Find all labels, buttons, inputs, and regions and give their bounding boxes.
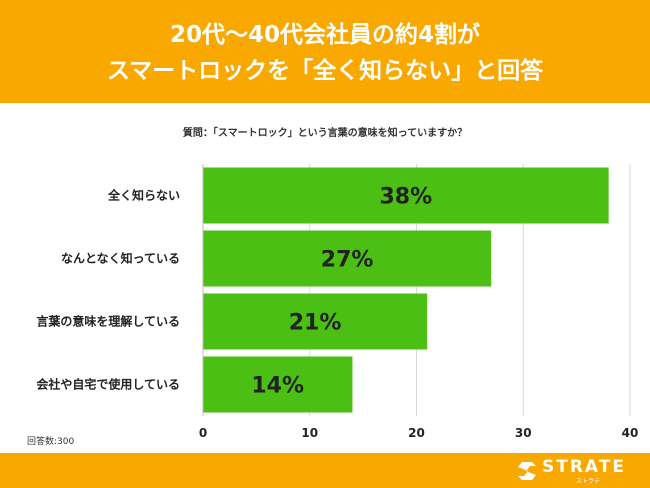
data-label-3: 14% xyxy=(251,374,304,399)
bar-3 xyxy=(203,356,353,413)
headline-line-1: 20代〜40代会社員の約4割が xyxy=(169,22,481,48)
headline-line-2: スマートロックを「全く知らない」と回答 xyxy=(106,58,544,84)
data-label-0: 38% xyxy=(379,185,432,210)
category-label-0: 全く知らない xyxy=(107,188,180,203)
x-tick-label-10: 10 xyxy=(301,426,318,440)
x-tick-label-30: 30 xyxy=(515,426,532,440)
logo-text: STRATE xyxy=(542,457,626,477)
strate-logo: STRATE ストラテ xyxy=(516,457,634,485)
strate-logo-icon xyxy=(518,462,536,480)
header-banner: 20代〜40代会社員の約4割が スマートロックを「全く知らない」と回答 xyxy=(0,0,650,103)
bar-chart: 全く知らない 38% なんとなく知っている 27% 言葉の意味を理解している 21% 会社や… xyxy=(36,164,639,440)
x-tick-label-40: 40 xyxy=(622,426,639,440)
bar-0 xyxy=(203,167,609,224)
bar-1 xyxy=(203,230,492,287)
data-label-2: 21% xyxy=(289,311,342,336)
category-label-1: なんとなく知っている xyxy=(61,251,180,266)
data-label-1: 27% xyxy=(321,248,374,273)
x-tick-label-0: 0 xyxy=(199,426,207,440)
bar-2 xyxy=(203,293,428,350)
x-tick-label-20: 20 xyxy=(408,426,425,440)
footer-bar: STRATE ストラテ xyxy=(0,453,650,488)
chart-title: 質問：「スマートロック」という言葉の意味を知っていますか？ xyxy=(182,128,468,139)
respondent-count-note: 回答数:300 xyxy=(27,437,75,447)
category-label-2: 言葉の意味を理解している xyxy=(36,314,180,329)
category-label-3: 会社や自宅で使用している xyxy=(36,377,180,392)
logo-subtext: ストラテ xyxy=(576,478,601,485)
